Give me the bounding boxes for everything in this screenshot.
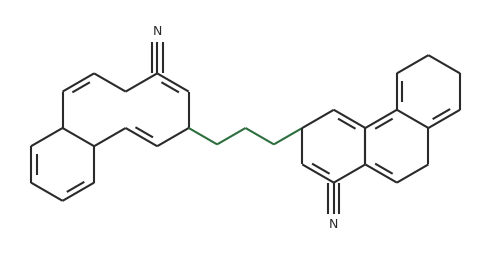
Text: N: N [153,25,162,38]
Text: N: N [329,218,338,231]
